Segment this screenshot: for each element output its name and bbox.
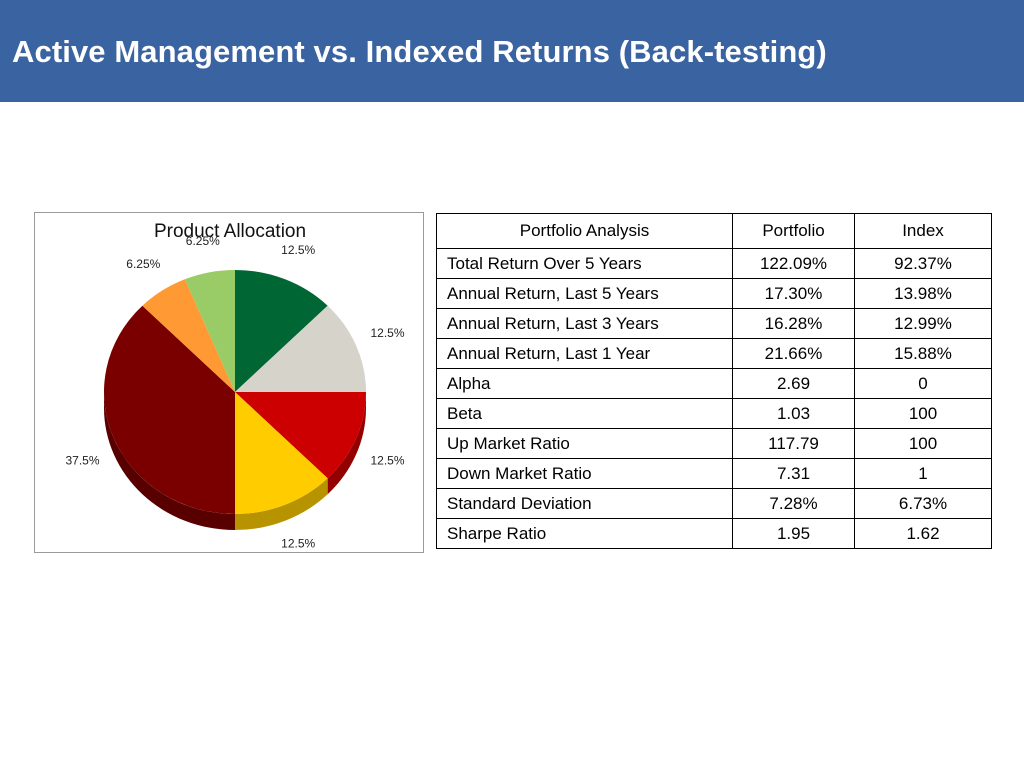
pie-labels-group: 12.5% 12.5% 12.5% 12.5% 37.5% 6.25% 6.25% (65, 234, 404, 550)
chart-title: Product Allocation (154, 221, 306, 242)
portfolio-analysis-table: Portfolio Analysis Portfolio Index Total… (436, 213, 992, 549)
portfolio-analysis-table-wrap: Portfolio Analysis Portfolio Index Total… (436, 213, 992, 549)
metric-cell: Annual Return, Last 5 Years (436, 278, 733, 309)
metric-cell: Down Market Ratio (436, 458, 733, 489)
portfolio-value-cell: 117.79 (732, 428, 855, 459)
metric-cell: Alpha (436, 368, 733, 399)
portfolio-value-cell: 21.66% (732, 338, 855, 369)
portfolio-value-cell: 7.31 (732, 458, 855, 489)
product-allocation-pie-chart: Product Allocation 12.5% 12.5% 12.5% 12.5% 3… (65, 221, 404, 551)
table-row: Standard Deviation 7.28% 6.73% (436, 488, 992, 519)
index-value-cell: 92.37% (854, 248, 992, 279)
pie-slice-label: 37.5% (65, 453, 99, 467)
pie-slice (235, 270, 328, 392)
pie-slice-label: 6.25% (186, 234, 220, 248)
index-value-cell: 13.98% (854, 278, 992, 309)
portfolio-value-cell: 16.28% (732, 308, 855, 339)
portfolio-value-cell: 7.28% (732, 488, 855, 519)
table-body: Total Return Over 5 Years 122.09% 92.37% An… (436, 248, 992, 549)
header-cell-analysis: Portfolio Analysis (436, 213, 733, 249)
table-row: Total Return Over 5 Years 122.09% 92.37% (436, 248, 992, 279)
pie-slice-label: 12.5% (281, 537, 315, 551)
metric-cell: Annual Return, Last 3 Years (436, 308, 733, 339)
pie-slice-label: 12.5% (281, 243, 315, 257)
metric-cell: Beta (436, 398, 733, 429)
portfolio-value-cell: 122.09% (732, 248, 855, 279)
pie-slice (235, 392, 366, 479)
pie-slice-side (235, 478, 328, 530)
pie-slice (235, 392, 328, 514)
slide-header: Active Management vs. Indexed Returns (B… (0, 0, 1024, 102)
metric-cell: Up Market Ratio (436, 428, 733, 459)
index-value-cell: 1.62 (854, 518, 992, 549)
metric-cell: Total Return Over 5 Years (436, 248, 733, 279)
pie-slice (235, 305, 366, 392)
header-cell-portfolio: Portfolio (732, 213, 855, 249)
table-row: Annual Return, Last 1 Year 21.66% 15.88% (436, 338, 992, 369)
pie-slice-side (104, 392, 235, 530)
pie-slice-label: 6.25% (126, 257, 160, 271)
index-value-cell: 1 (854, 458, 992, 489)
index-value-cell: 100 (854, 398, 992, 429)
table-row: Down Market Ratio 7.31 1 (436, 458, 992, 489)
table-row: Sharpe Ratio 1.95 1.62 (436, 518, 992, 549)
metric-cell: Annual Return, Last 1 Year (436, 338, 733, 369)
index-value-cell: 100 (854, 428, 992, 459)
pie-chart-panel: Product Allocation 12.5% 12.5% 12.5% 12.5% 3… (34, 212, 424, 553)
portfolio-value-cell: 1.03 (732, 398, 855, 429)
portfolio-value-cell: 17.30% (732, 278, 855, 309)
pie-slice-label: 12.5% (370, 453, 404, 467)
index-value-cell: 6.73% (854, 488, 992, 519)
pie-slice-side (327, 392, 366, 495)
table-row: Beta 1.03 100 (436, 398, 992, 429)
portfolio-value-cell: 2.69 (732, 368, 855, 399)
index-value-cell: 0 (854, 368, 992, 399)
table-row: Up Market Ratio 117.79 100 (436, 428, 992, 459)
metric-cell: Standard Deviation (436, 488, 733, 519)
pie-slice (184, 270, 235, 392)
pie-slice (104, 305, 236, 514)
table-row: Annual Return, Last 5 Years 17.30% 13.98% (436, 278, 992, 309)
portfolio-value-cell: 1.95 (732, 518, 855, 549)
pie-slices-group (104, 270, 366, 514)
pie-depth-group (104, 392, 366, 530)
pie-slice (142, 279, 235, 392)
table-header-row: Portfolio Analysis Portfolio Index (436, 213, 992, 249)
metric-cell: Sharpe Ratio (436, 518, 733, 549)
pie-slice-label: 12.5% (370, 326, 404, 340)
index-value-cell: 15.88% (854, 338, 992, 369)
slide-title: Active Management vs. Indexed Returns (B… (12, 34, 827, 69)
table-row: Alpha 2.69 0 (436, 368, 992, 399)
header-cell-index: Index (854, 213, 992, 249)
index-value-cell: 12.99% (854, 308, 992, 339)
table-row: Annual Return, Last 3 Years 16.28% 12.99% (436, 308, 992, 339)
